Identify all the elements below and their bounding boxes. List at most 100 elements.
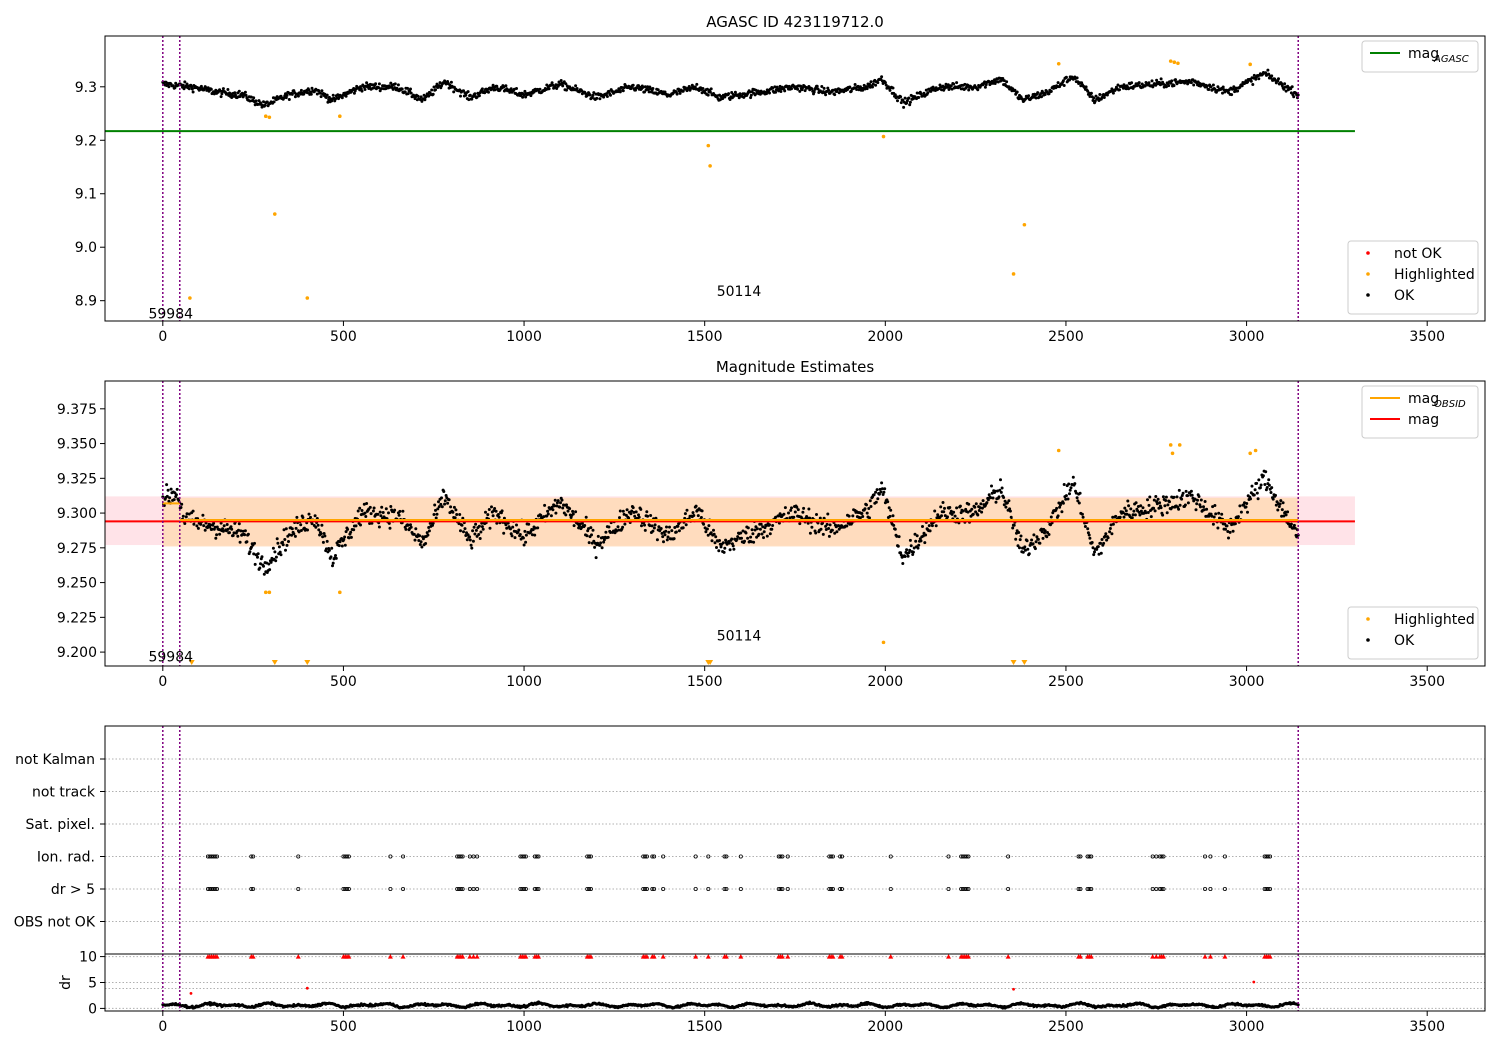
ok-point <box>1195 502 1199 506</box>
ok-point <box>868 516 871 520</box>
ok-point <box>601 536 605 539</box>
ok-point <box>876 81 880 85</box>
ok-point <box>1074 491 1078 495</box>
ok-point <box>1049 89 1053 93</box>
ok-point <box>778 84 782 88</box>
highlighted-point <box>1168 59 1173 63</box>
ok-point <box>787 511 790 515</box>
ok-point <box>309 92 313 96</box>
ok-point <box>645 510 649 514</box>
ok-point <box>174 81 178 85</box>
ok-point <box>649 514 653 517</box>
ok-point <box>1133 513 1137 517</box>
dr-clipped-marker <box>588 954 594 959</box>
ok-point <box>746 536 750 540</box>
ok-point <box>262 100 265 104</box>
ok-point <box>1186 494 1190 498</box>
ok-point <box>531 528 535 532</box>
ok-point <box>321 535 325 539</box>
ok-point <box>1045 535 1049 539</box>
ok-point <box>1080 512 1084 516</box>
ok-point <box>368 505 372 509</box>
y-tick-label: 9.200 <box>57 645 97 661</box>
ok-point <box>1233 522 1237 526</box>
ok-point <box>907 96 911 100</box>
ok-point <box>549 514 553 518</box>
ok-point <box>453 516 457 520</box>
flag-marker <box>534 854 539 859</box>
ok-point <box>1024 97 1027 101</box>
ok-point <box>1281 501 1285 505</box>
ok-point <box>940 514 943 518</box>
ok-point <box>924 88 928 92</box>
ok-point <box>1099 541 1102 545</box>
x-tick-label: 2000 <box>867 329 903 345</box>
ok-point <box>1209 85 1213 89</box>
ok-point <box>310 522 314 526</box>
ok-point <box>168 496 172 500</box>
ok-point <box>1075 496 1079 500</box>
ok-point <box>1008 509 1012 513</box>
ok-point <box>486 513 490 517</box>
ok-point <box>380 87 384 91</box>
ok-point <box>533 533 537 537</box>
legend-dot-swatch <box>1366 293 1370 297</box>
obsid-boundaries-0 <box>162 36 1299 321</box>
highlighted-point <box>1022 222 1027 227</box>
flag-marker <box>785 887 790 892</box>
ok-point <box>1148 495 1152 499</box>
ok-point <box>810 525 814 529</box>
dr-clipped-marker <box>295 954 301 959</box>
flag-marker <box>1222 854 1227 859</box>
ok-point <box>1062 483 1066 486</box>
flag-marker <box>1208 854 1213 859</box>
ok-point <box>539 513 543 517</box>
flag-marker <box>1085 887 1090 892</box>
ok-point <box>169 487 173 491</box>
legend-subscript: OBSID <box>1434 399 1466 410</box>
ok-point <box>1282 514 1286 518</box>
legend-label: Highlighted <box>1394 267 1475 283</box>
flag-label: dr > 5 <box>51 882 95 898</box>
flag-marker <box>1006 887 1011 892</box>
ok-point <box>1056 514 1060 518</box>
ok-point <box>909 544 913 548</box>
ok-point <box>1211 522 1215 526</box>
dr-clipped-marker <box>738 954 744 959</box>
ok-point <box>653 523 657 527</box>
ok-point <box>1290 85 1294 89</box>
highlighted-point <box>267 590 272 595</box>
ok-point <box>952 82 956 86</box>
ok-point <box>502 531 506 535</box>
ok-point <box>663 533 667 537</box>
ok-point <box>1251 83 1255 86</box>
ok-point <box>981 499 985 503</box>
ok-point <box>615 529 618 533</box>
ok-point <box>774 90 778 94</box>
ok-point <box>1118 88 1121 92</box>
ok-point <box>683 512 687 516</box>
ok-point <box>805 516 809 520</box>
ok-point <box>1230 93 1234 97</box>
ok-point <box>710 539 714 543</box>
ok-point <box>470 546 474 550</box>
ok-point <box>876 497 880 501</box>
ok-point <box>504 523 508 527</box>
ok-point <box>826 86 830 90</box>
ok-point <box>896 544 900 548</box>
ok-point <box>1139 509 1143 513</box>
ok-point <box>722 550 726 554</box>
y-tick-label: 9.300 <box>57 506 97 522</box>
ok-point <box>771 86 775 90</box>
legend-dot-swatch <box>1366 272 1370 276</box>
ok-point <box>290 527 294 531</box>
ok-point <box>262 564 265 568</box>
ok-point <box>807 507 811 511</box>
flag-marker <box>888 854 893 859</box>
ok-point <box>1077 501 1081 505</box>
ok-point <box>340 544 344 548</box>
ok-point <box>434 516 438 520</box>
ok-point <box>1056 81 1060 85</box>
ok-point <box>413 538 417 542</box>
ok-point <box>765 534 769 538</box>
